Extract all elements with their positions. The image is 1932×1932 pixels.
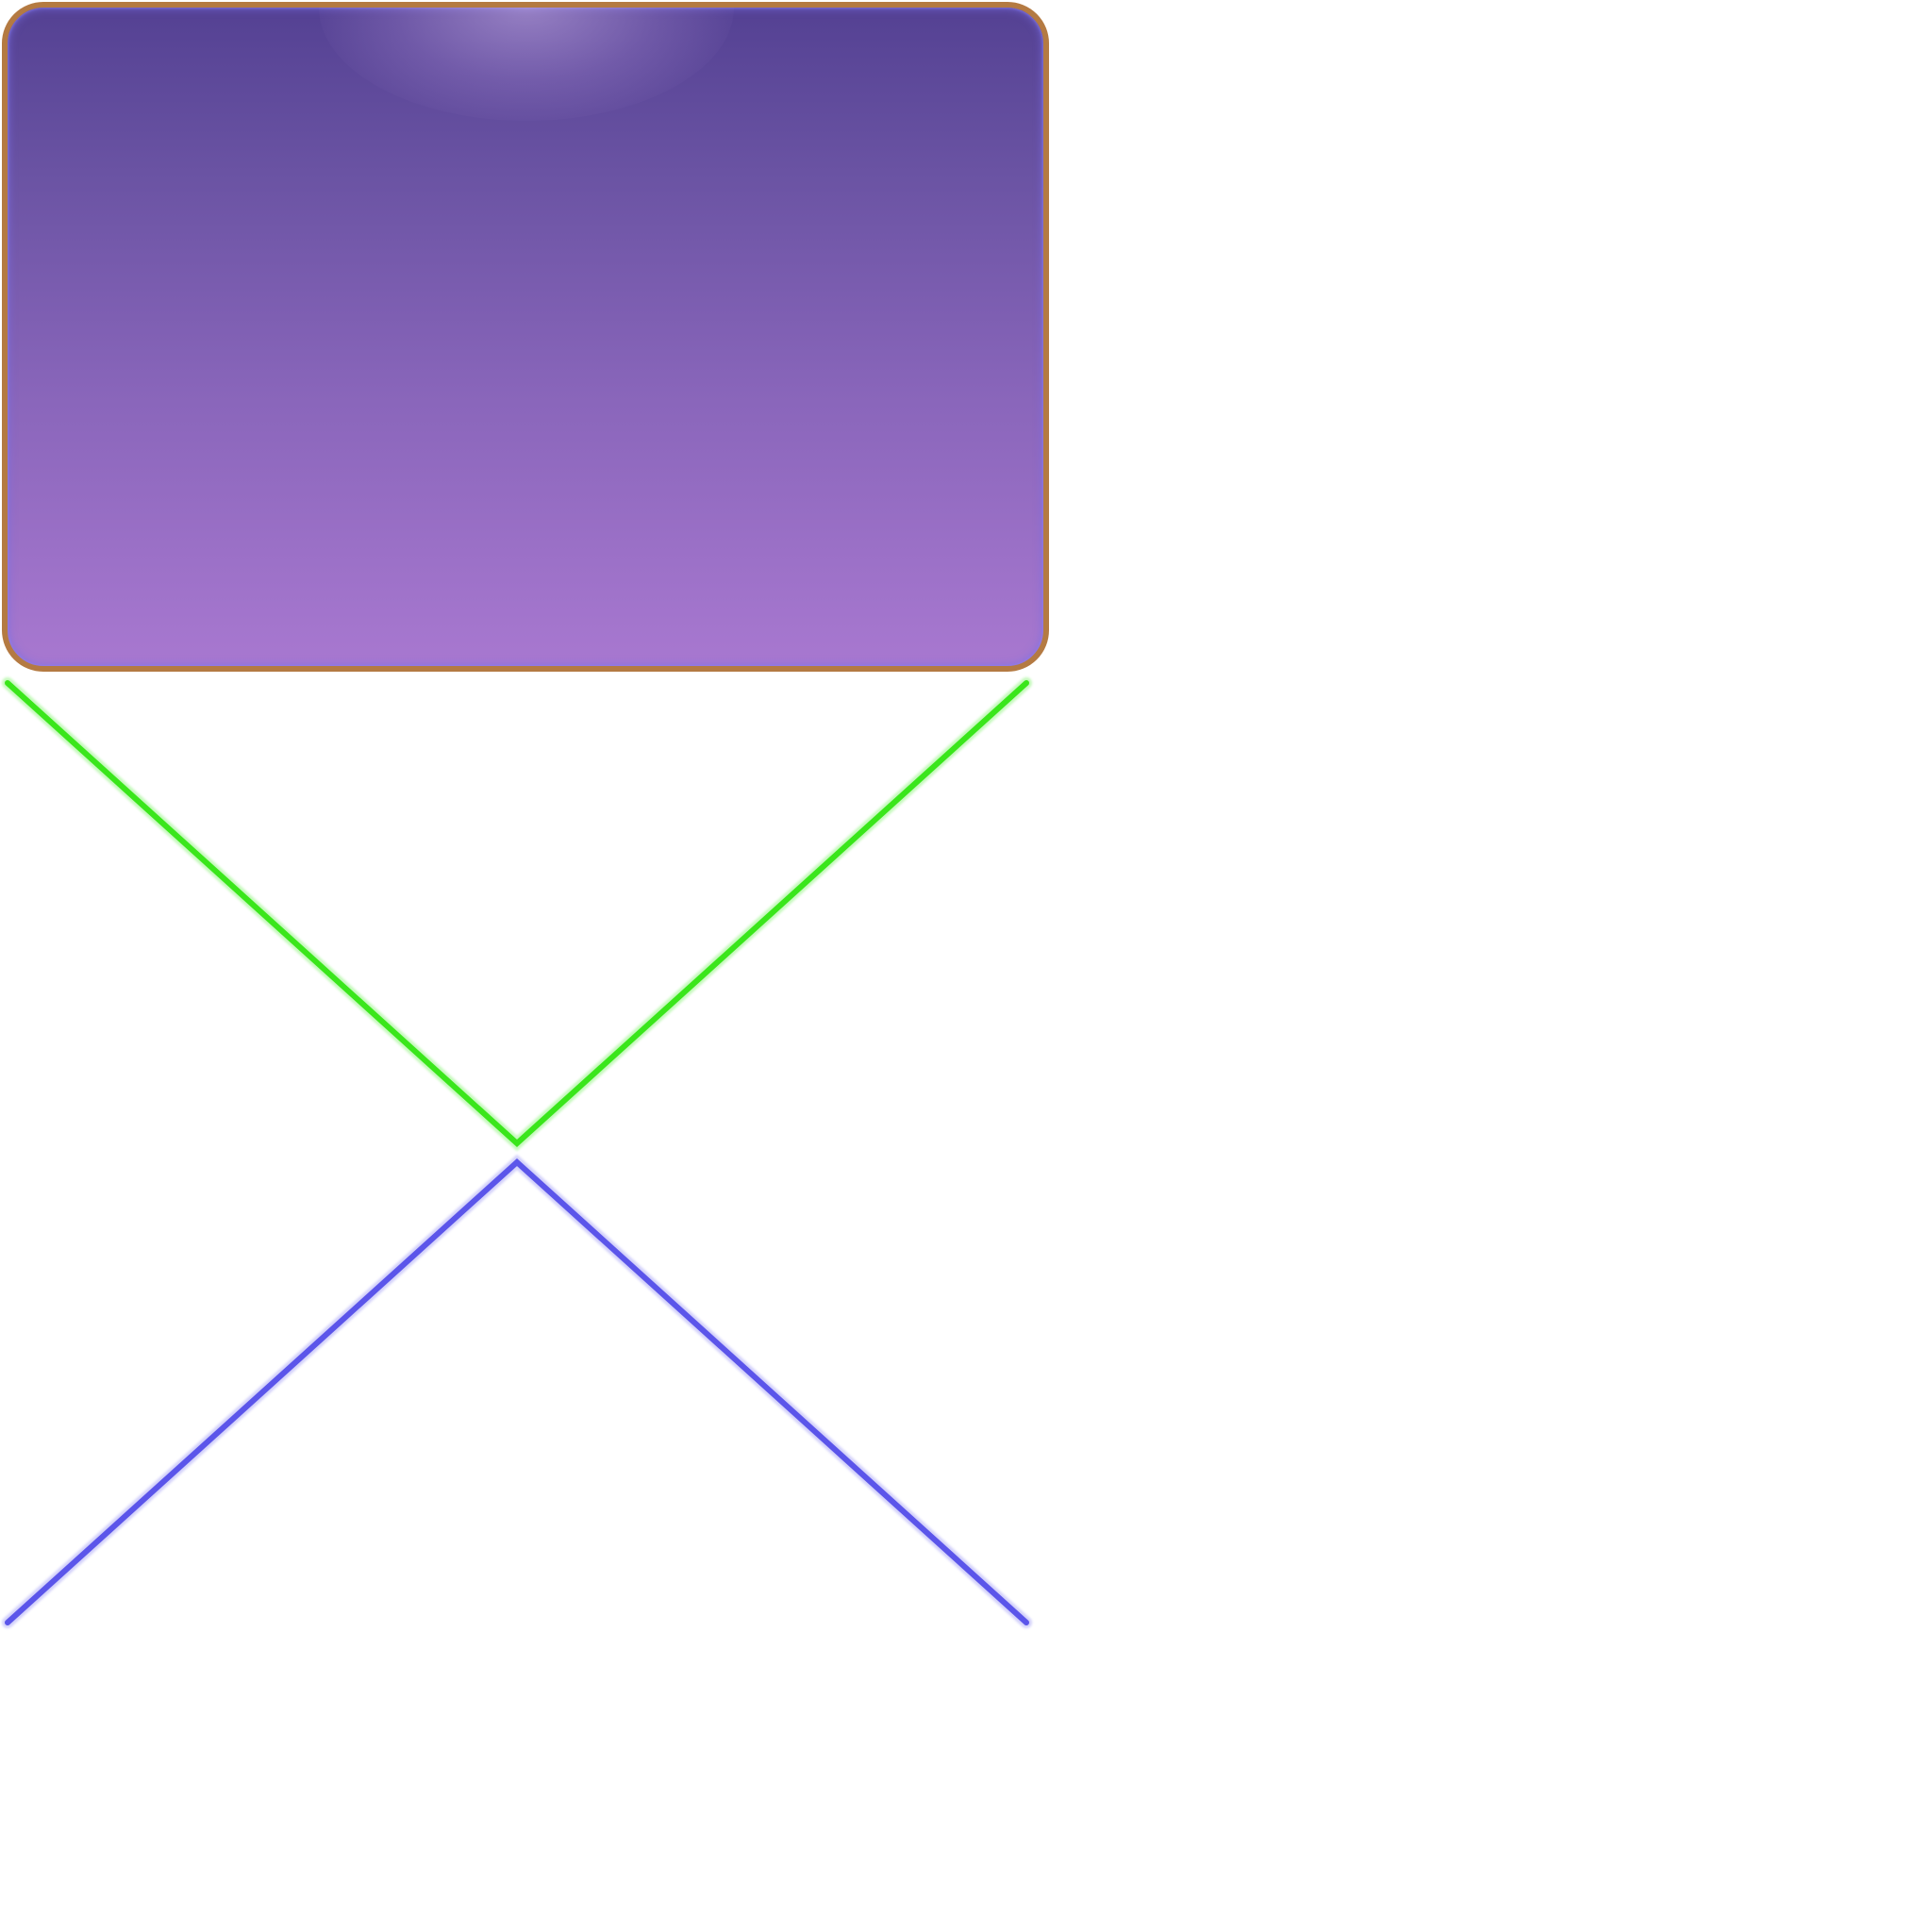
- glossy-panel-button[interactable]: [2, 2, 1049, 672]
- chevron-down-icon[interactable]: [2, 677, 1032, 1152]
- chevron-up-icon[interactable]: [2, 1154, 1032, 1628]
